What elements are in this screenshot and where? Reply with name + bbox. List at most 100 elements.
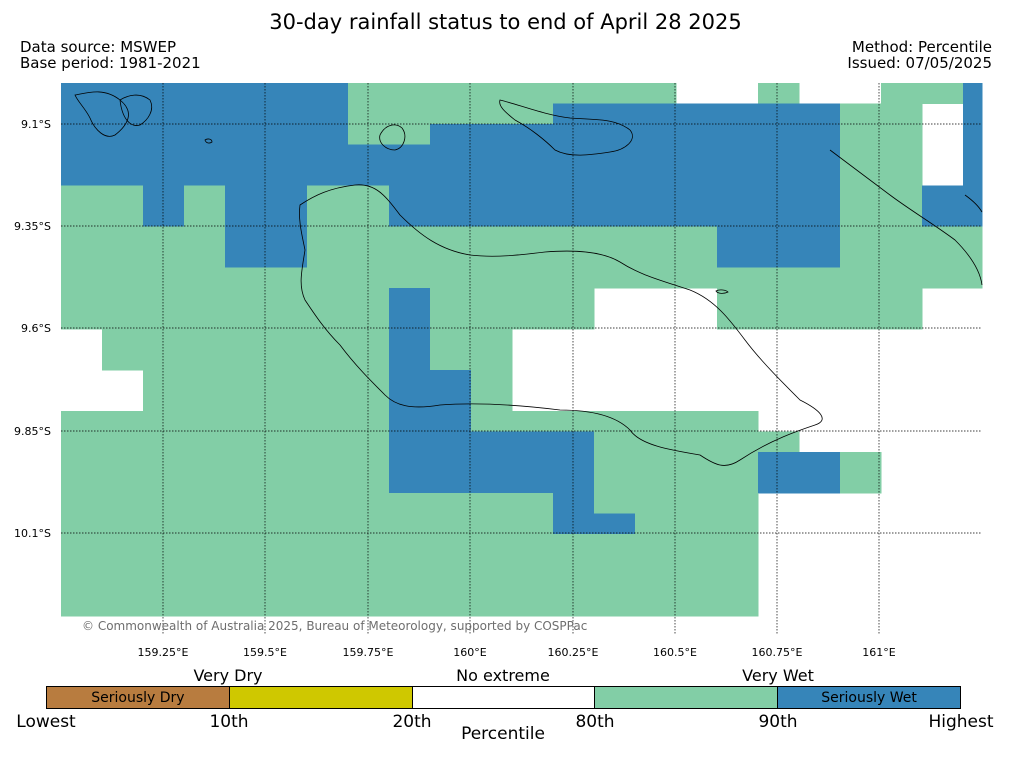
cell-very-wet <box>389 534 431 555</box>
cell-very-wet <box>266 349 308 371</box>
legend-tick-90th: 90th <box>758 712 798 732</box>
cell-seriously-wet <box>553 185 595 207</box>
longitude-label: 160°E <box>453 646 486 659</box>
cell-very-wet <box>594 554 636 576</box>
cell-very-wet <box>307 390 349 412</box>
longitude-label: 159.75°E <box>343 646 394 659</box>
cell-seriously-wet <box>184 83 226 104</box>
longitude-labels: 159.25°E 159.5°E 159.75°E 160°E 160.25°E 160.… <box>138 646 896 659</box>
cell-very-wet <box>266 411 308 432</box>
cell-seriously-wet <box>717 226 759 248</box>
cell-very-wet <box>61 554 103 576</box>
cell-seriously-wet <box>635 124 677 145</box>
cell-very-wet <box>512 103 554 125</box>
cell-very-wet <box>184 247 226 268</box>
cell-very-wet <box>717 493 759 514</box>
cell-seriously-wet <box>102 83 144 104</box>
cell-very-wet <box>184 452 226 473</box>
cell-very-wet <box>676 493 718 514</box>
cell-very-wet <box>717 267 759 289</box>
cell-very-wet <box>471 411 513 432</box>
cell-very-wet <box>307 554 349 576</box>
cell-very-wet <box>61 493 103 514</box>
cell-very-wet <box>512 493 554 514</box>
cell-very-wet <box>840 165 882 186</box>
cell-seriously-wet <box>799 226 841 248</box>
cell-very-wet <box>676 534 718 555</box>
cell-very-wet <box>389 554 431 576</box>
cell-seriously-wet <box>922 185 964 207</box>
cell-very-wet <box>471 493 513 514</box>
legend-category-very-dry: Very Dry <box>193 666 263 685</box>
cell-very-wet <box>676 472 718 494</box>
legend-segment <box>412 687 596 708</box>
cell-very-wet <box>471 329 513 350</box>
cell-very-wet <box>389 267 431 289</box>
cell-seriously-wet <box>225 124 267 145</box>
cell-very-wet <box>348 534 390 555</box>
cell-seriously-wet <box>717 103 759 125</box>
cell-seriously-wet <box>963 103 983 125</box>
cell-very-wet <box>512 575 554 596</box>
cell-very-wet <box>184 472 226 494</box>
cell-very-wet <box>184 390 226 412</box>
copyright-notice: © Commonwealth of Australia 2025, Bureau… <box>82 619 588 633</box>
cell-very-wet <box>840 308 882 330</box>
cell-very-wet <box>184 349 226 371</box>
base-period-text: Base period: 1981-2021 <box>20 54 201 72</box>
cell-very-wet <box>225 411 267 432</box>
cell-very-wet <box>717 575 759 596</box>
cell-very-wet <box>963 267 983 289</box>
cell-seriously-wet <box>266 103 308 125</box>
cell-very-wet <box>389 493 431 514</box>
cell-seriously-wet <box>594 103 636 125</box>
cell-very-wet <box>348 247 390 268</box>
cell-very-wet <box>717 554 759 576</box>
cell-very-wet <box>512 534 554 555</box>
cell-seriously-wet <box>635 206 677 227</box>
cell-seriously-wet <box>512 431 554 453</box>
cell-very-wet <box>553 288 595 309</box>
cell-very-wet <box>184 513 226 535</box>
cell-very-wet <box>840 124 882 145</box>
cell-seriously-wet <box>430 390 472 412</box>
cell-very-wet <box>676 513 718 535</box>
cell-very-wet <box>553 247 595 268</box>
cell-very-wet <box>225 370 267 391</box>
cell-seriously-wet <box>553 472 595 494</box>
cell-very-wet <box>676 226 718 248</box>
latitude-label: 9.6°S <box>21 322 51 335</box>
cell-very-wet <box>225 452 267 473</box>
cell-very-wet <box>635 534 677 555</box>
longitude-label: 159.5°E <box>243 646 287 659</box>
cell-seriously-wet <box>184 144 226 166</box>
cell-very-wet <box>471 349 513 371</box>
cell-seriously-wet <box>758 144 800 166</box>
cell-seriously-wet <box>225 83 267 104</box>
cell-seriously-wet <box>799 165 841 186</box>
cell-seriously-wet <box>307 124 349 145</box>
cell-very-wet <box>61 267 103 289</box>
cell-very-wet <box>635 411 677 432</box>
legend-category-no-extreme: No extreme <box>456 666 550 685</box>
cell-seriously-wet <box>266 206 308 227</box>
cell-very-wet <box>430 226 472 248</box>
cell-very-wet <box>348 595 390 617</box>
cell-very-wet <box>348 472 390 494</box>
cell-very-wet <box>143 308 185 330</box>
cell-very-wet <box>553 411 595 432</box>
cell-very-wet <box>922 226 964 248</box>
cell-very-wet <box>881 308 923 330</box>
cell-seriously-wet <box>266 144 308 166</box>
cell-seriously-wet <box>389 349 431 371</box>
cell-very-wet <box>799 308 841 330</box>
cell-seriously-wet <box>471 124 513 145</box>
cell-seriously-wet <box>594 513 636 535</box>
cell-very-wet <box>840 103 882 125</box>
cell-very-wet <box>840 452 882 473</box>
cell-seriously-wet <box>963 124 983 145</box>
cell-seriously-wet <box>963 144 983 166</box>
cell-very-wet <box>430 247 472 268</box>
cell-very-wet <box>717 595 759 617</box>
cell-very-wet <box>307 206 349 227</box>
